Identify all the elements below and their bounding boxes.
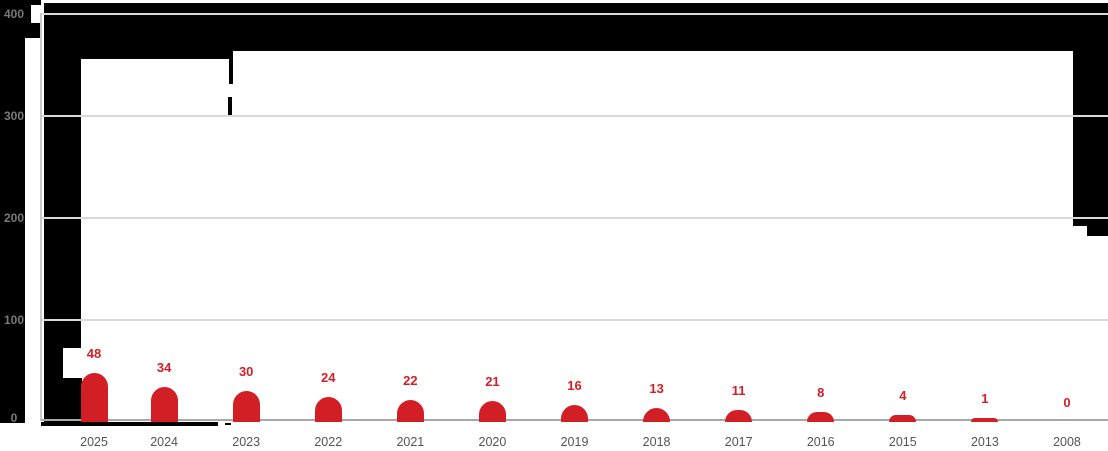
gridline-300: [41, 115, 1108, 117]
x-axis-label: 2022: [314, 435, 343, 449]
redaction-block: [44, 3, 1108, 13]
bar-value-label: 1: [981, 391, 989, 406]
redaction-block: [228, 97, 232, 115]
bar-slot-2022: 24: [287, 371, 369, 422]
redaction-block: [229, 59, 233, 84]
bar-value-label: 13: [649, 381, 664, 396]
x-axis-label: 2020: [478, 435, 507, 449]
gridline-200: [41, 217, 1108, 219]
x-axis-labels: 2025 2024 2023 2022 2021 2020 2019 2018 …: [41, 435, 1108, 449]
bar-value-label: 21: [485, 374, 500, 389]
bar-2024[interactable]: [150, 387, 178, 422]
bar-slot-2023: 30: [205, 365, 287, 422]
bar-slot-2020: 21: [451, 375, 533, 422]
bar-slot-2017: 11: [698, 384, 780, 422]
x-axis-label: 2017: [724, 435, 753, 449]
redaction-block: [1073, 51, 1108, 226]
y-axis-tick-label: 200: [3, 211, 25, 225]
x-axis-label: 2019: [560, 435, 589, 449]
redaction-block: [44, 378, 82, 423]
x-axis-label: 2013: [970, 435, 999, 449]
x-axis-label: 2008: [1053, 435, 1081, 449]
x-axis-label: 2016: [806, 435, 835, 449]
bar-slot-2016: 8: [780, 386, 862, 422]
bar-value-label: 34: [156, 360, 172, 375]
bar-slot-2013: 1: [944, 392, 1026, 422]
bar-slot-2008: 0: [1026, 396, 1108, 422]
bar-slot-2015: 4: [862, 389, 944, 422]
redaction-hole: [31, 5, 41, 23]
bar-2013[interactable]: [971, 418, 999, 422]
bar-2017[interactable]: [725, 410, 753, 422]
redaction-block: [0, 3, 25, 423]
redaction-block: [41, 422, 218, 426]
x-axis-label: 2018: [642, 435, 671, 449]
bar-slot-2024: 34: [123, 361, 205, 422]
bar-slot-2019: 16: [533, 379, 615, 422]
bar-slot-2021: 22: [369, 374, 451, 422]
bar-2019[interactable]: [561, 405, 588, 422]
bar-2016[interactable]: [807, 412, 835, 422]
bar-2022[interactable]: [314, 397, 342, 422]
x-axis-label: 2023: [232, 435, 261, 449]
plot-area: 48 34 30 24 22 21 16 13 11 8: [41, 0, 1108, 422]
redaction-block: [44, 51, 81, 348]
redaction-block: [44, 348, 63, 378]
redaction-block: [44, 15, 1108, 51]
bar-2015[interactable]: [889, 415, 917, 422]
x-axis-label: 2025: [80, 435, 108, 449]
bar-slot-2025: 48: [41, 347, 123, 422]
gridline-100: [41, 319, 1108, 321]
bar-value-label: 8: [817, 385, 825, 400]
y-axis-tick-label: 400: [3, 7, 25, 21]
redaction-block: [225, 423, 231, 425]
y-axis-tick-label: 0: [10, 411, 18, 425]
bar-2021[interactable]: [396, 400, 424, 422]
y-axis-tick-label: 300: [3, 109, 25, 123]
bar-value-label: 0: [1063, 395, 1071, 410]
bar-value-label: 24: [321, 370, 336, 385]
bar-2020[interactable]: [478, 401, 506, 422]
bar-value-label: 30: [238, 364, 254, 379]
redaction-block: [1087, 226, 1108, 236]
x-axis-label: 2024: [150, 435, 179, 449]
bar-value-label: 48: [86, 346, 102, 361]
bar-value-label: 11: [731, 383, 746, 398]
y-axis-tick-label: 100: [3, 313, 25, 327]
bar-2018[interactable]: [643, 408, 671, 422]
bar-value-label: 22: [403, 373, 418, 388]
bar-2023[interactable]: [232, 391, 260, 422]
gridline-400: [41, 13, 1108, 15]
bar-value-label: 16: [567, 378, 582, 393]
bar-slot-2018: 13: [616, 382, 698, 422]
x-axis-label: 2015: [888, 435, 917, 449]
redaction-block: [44, 51, 233, 59]
y-axis-line: [40, 13, 42, 421]
bar-value-label: 4: [899, 388, 907, 403]
bar-2025[interactable]: [80, 373, 108, 422]
x-axis-label: 2021: [396, 435, 425, 449]
